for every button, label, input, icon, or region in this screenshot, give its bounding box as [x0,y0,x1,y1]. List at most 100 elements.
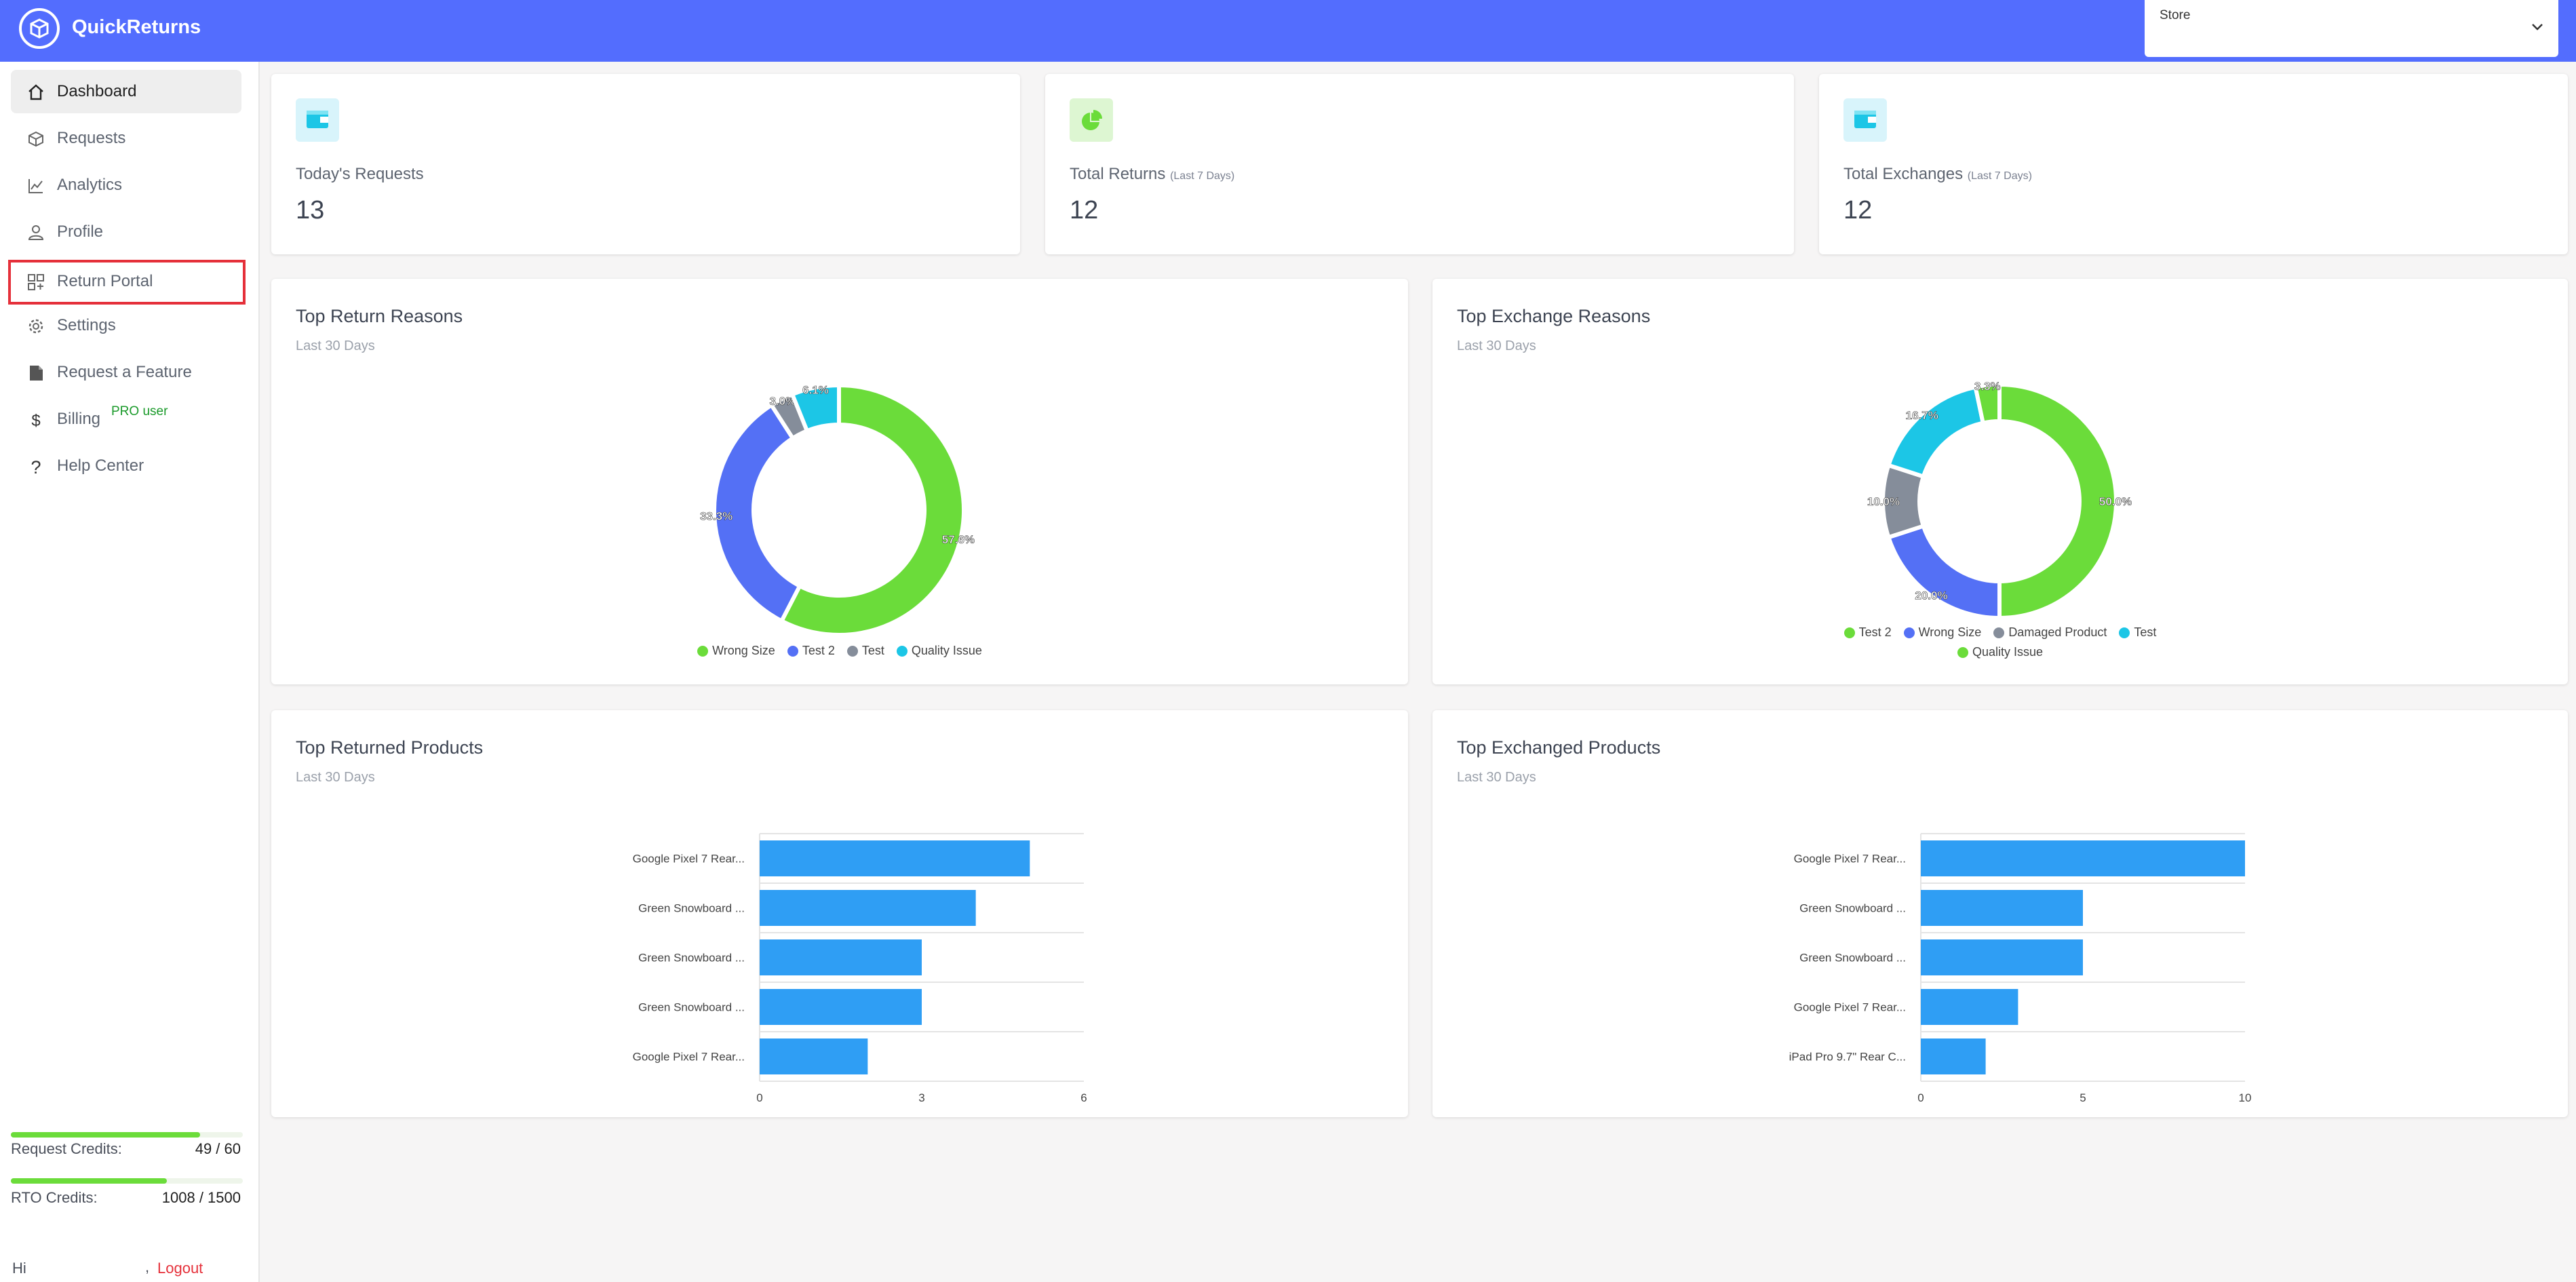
slice-quality-issue[interactable] [1973,382,2002,426]
slice-label: 16.7% [1906,409,1938,422]
stat-label-text: Total Exchanges [1843,165,1964,183]
legend-item-test-2[interactable]: Test 2 [1843,625,1892,640]
legend-item-wrong-size[interactable]: Wrong Size [697,644,775,658]
legend-item-test[interactable]: Test [846,644,884,658]
legend-item-wrong-size[interactable]: Wrong Size [1903,625,1981,640]
pro-user-badge: PRO user [111,404,168,419]
legend-item-test-2[interactable]: Test 2 [787,644,835,658]
sidebar-item-label: Request a Feature [57,363,192,381]
slice-label: 20.0% [1915,589,1947,602]
legend-item-damaged-product[interactable]: Damaged Product [1993,625,2107,640]
category-label: Google Pixel 7 Rear... [1794,1001,1906,1014]
category-label: Green Snowboard ... [1799,902,1906,915]
sidebar-item-label: Settings [57,316,116,334]
stat-label: Total Exchanges (Last 7 Days) [1843,165,2032,184]
return-reasons-donut-chart: 57.6% 33.3% 3.0% 6.1% [700,383,975,637]
tick-label: 5 [2080,1091,2086,1104]
wallet-icon [296,98,339,142]
sidebar-item-label: Dashboard [57,82,137,100]
logo-icon[interactable] [19,8,60,49]
bar-4[interactable] [1921,989,2018,1025]
stat-label-text: Total Returns [1070,165,1166,183]
logout-link[interactable]: Logout [157,1260,203,1277]
category-label: Green Snowboard ... [638,952,745,965]
home-icon [28,84,43,100]
top-returned-products-card: Top Returned Products Last 30 Days Googl… [271,710,1408,1117]
sidebar-item-billing[interactable]: $ Billing PRO user [11,397,241,441]
slice-label: 10.0% [1867,495,1900,508]
request-credits-bar [11,1132,243,1138]
bar-1[interactable] [1921,840,2245,876]
sidebar-item-requests[interactable]: Requests [11,117,241,160]
card-subtitle: Last 30 Days [1457,770,1536,785]
svg-text:$: $ [31,412,40,429]
card-subtitle: Last 30 Days [296,770,375,785]
top-exchanged-products-card: Top Exchanged Products Last 30 Days Goog… [1432,710,2568,1117]
return-reasons-legend: Wrong Size Test 2 Test Quality Issue [568,644,1111,658]
slice-wrong-size[interactable] [1886,523,2002,621]
qr-grid-icon [28,274,44,290]
bar-1[interactable] [760,840,1030,876]
stat-label-sub: (Last 7 Days) [1967,170,2032,182]
slice-quality-issue[interactable] [789,383,841,434]
stat-label: Today's Requests [296,165,424,184]
sidebar-item-dashboard[interactable]: Dashboard [11,70,241,113]
exchanged-products-bar-chart: Google Pixel 7 Rear... Green Snowboard ..… [1789,833,2251,1104]
tick-label: 6 [1080,1091,1087,1104]
bar-2[interactable] [760,890,976,926]
exchange-reasons-donut-chart: 50.0% 20.0% 10.0% 16.7% 3.3% [1867,380,2132,621]
slice-test-2[interactable] [1997,382,2118,621]
legend-item-quality-issue[interactable]: Quality Issue [1957,645,2043,659]
legend-item-quality-issue[interactable]: Quality Issue [896,644,982,658]
wallet-icon [1843,98,1887,142]
slice-test-2[interactable] [712,402,803,624]
bar-5[interactable] [760,1038,868,1074]
sidebar-item-help-center[interactable]: ? Help Center [11,444,241,488]
tick-label: 0 [756,1091,762,1104]
sidebar-item-request-feature[interactable]: Request a Feature [11,351,241,394]
category-label: Google Pixel 7 Rear... [633,1051,745,1064]
bar-3[interactable] [1921,939,2083,975]
category-label: Green Snowboard ... [638,902,745,915]
tick-label: 0 [1917,1091,1924,1104]
bar-3[interactable] [760,939,922,975]
bar-4[interactable] [760,989,922,1025]
legend-label: Wrong Size [712,644,775,657]
exchange-reasons-legend: Test 2 Wrong Size Damaged Product Test Quali… [1797,625,2204,659]
slice-label: 6.1% [802,383,829,396]
request-credits-fill [11,1132,201,1138]
svg-text:?: ? [31,458,41,475]
card-title: Top Exchange Reasons [1457,306,1651,326]
legend-item-test[interactable]: Test [2119,625,2156,640]
store-select-label: Store [2160,8,2191,22]
legend-label: Test [2134,625,2157,639]
category-label: iPad Pro 9.7" Rear C... [1789,1051,1906,1064]
card-title: Top Exchanged Products [1457,737,1661,758]
bar-5[interactable] [1921,1038,1986,1074]
sidebar-item-profile[interactable]: Profile [11,210,241,254]
bar-2[interactable] [1921,890,2083,926]
top-bar: QuickReturns Store [0,0,2576,62]
pie-icon [1070,98,1113,142]
sidebar-item-label: Requests [57,129,126,147]
rto-credits-value: 1008 / 1500 [161,1189,241,1206]
rto-credits-bar [11,1178,243,1184]
sidebar-item-analytics[interactable]: Analytics [11,163,241,207]
sidebar: Dashboard Requests Analytics Profile Ret… [0,62,260,1282]
app-title[interactable]: QuickReturns [72,16,201,38]
slice-wrong-size[interactable] [779,383,966,637]
legend-dot [1843,627,1855,638]
tick-label: 3 [918,1091,924,1104]
store-select[interactable]: Store [2145,0,2558,57]
document-icon [30,366,43,381]
category-label: Green Snowboard ... [638,1001,745,1014]
user-icon [28,225,44,240]
request-credits-value: 49 / 60 [195,1140,241,1157]
category-label: Google Pixel 7 Rear... [1794,853,1906,866]
card-subtitle: Last 30 Days [1457,338,1536,353]
sidebar-item-settings[interactable]: Settings [11,304,241,347]
slice-test[interactable] [1886,385,1986,480]
sidebar-item-return-portal[interactable]: Return Portal [8,260,246,305]
sidebar-item-label: Analytics [57,176,123,194]
slice-label: 33.3% [700,510,733,523]
